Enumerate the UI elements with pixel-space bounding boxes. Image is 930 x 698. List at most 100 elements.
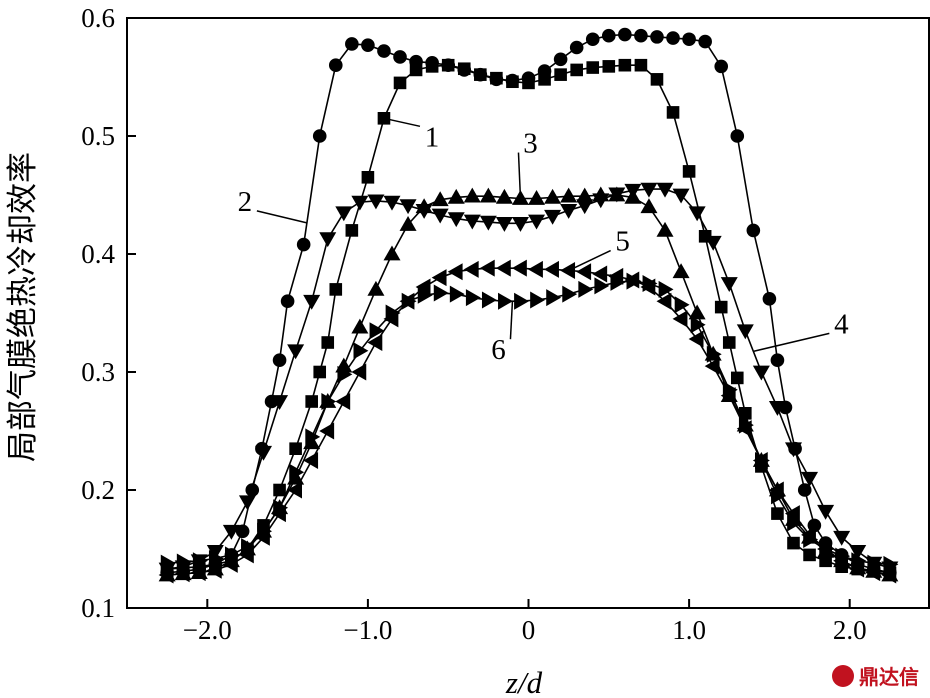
data-point-square — [570, 63, 583, 77]
annotation-leader-line — [517, 152, 522, 199]
data-point-circle — [312, 129, 327, 143]
data-point-triangle-down — [752, 365, 770, 381]
data-point-triangle-right — [706, 345, 722, 363]
data-point-triangle-left — [592, 265, 608, 283]
x-tick-label: 2.0 — [833, 615, 867, 645]
data-point-triangle-up — [560, 187, 578, 203]
x-axis-title: z/d — [505, 665, 543, 698]
data-point-triangle-down — [287, 344, 305, 360]
data-point-triangle-down — [255, 445, 273, 461]
data-point-triangle-right — [225, 546, 240, 564]
annotation-label: 6 — [491, 334, 506, 366]
data-point-circle — [245, 483, 260, 497]
annotation-label: 5 — [615, 226, 630, 258]
series-line-4 — [167, 188, 891, 570]
data-point-circle — [797, 483, 812, 497]
data-point-triangle-left — [431, 269, 447, 287]
data-point-triangle-left — [206, 561, 222, 579]
data-point-triangle-right — [883, 555, 899, 573]
data-point-triangle-right — [626, 272, 642, 290]
data-point-triangle-up — [463, 187, 481, 203]
data-point-circle — [650, 30, 664, 44]
data-point-triangle-up — [576, 187, 594, 203]
data-point-triangle-right — [337, 365, 353, 383]
data-point-square — [618, 58, 632, 72]
data-point-triangle-right — [160, 554, 176, 572]
x-tick-label: 1.0 — [672, 615, 706, 645]
data-point-triangle-left — [544, 260, 559, 278]
series-line-6 — [167, 280, 890, 566]
data-point-square — [730, 371, 744, 385]
data-point-triangle-left — [319, 422, 335, 440]
data-point-triangle-right — [273, 499, 289, 517]
data-point-triangle-down — [206, 544, 224, 560]
data-point-triangle-right — [867, 554, 883, 572]
data-point-triangle-down — [544, 209, 562, 225]
annotation-3: 3 — [517, 128, 538, 199]
data-point-circle — [489, 72, 504, 87]
data-point-triangle-down — [849, 544, 867, 560]
data-point-triangle-left — [672, 310, 688, 328]
data-point-circle — [425, 56, 439, 70]
data-point-triangle-up — [447, 188, 465, 204]
data-point-triangle-left — [576, 263, 592, 281]
data-point-triangle-left — [849, 560, 865, 578]
annotation-label: 1 — [425, 121, 440, 153]
data-point-triangle-down — [511, 216, 529, 232]
data-point-circle — [409, 54, 423, 69]
data-point-triangle-down — [463, 214, 481, 230]
data-point-circle — [473, 67, 488, 82]
data-point-triangle-left — [784, 505, 800, 523]
watermark: 鼎达信 — [832, 665, 919, 689]
data-point-triangle-down — [495, 216, 513, 232]
data-point-triangle-left — [688, 330, 704, 348]
data-point-triangle-down — [656, 182, 674, 198]
data-point-triangle-right — [176, 553, 192, 571]
data-point-square — [393, 76, 407, 90]
data-point-triangle-up — [656, 221, 674, 237]
data-point-triangle-down — [319, 232, 337, 248]
data-point-triangle-up — [688, 304, 706, 320]
data-point-triangle-right — [562, 285, 578, 303]
data-point-triangle-down — [447, 212, 465, 228]
data-point-triangle-right — [449, 285, 465, 303]
data-point-triangle-right — [690, 316, 706, 334]
annotation-4: 4 — [753, 308, 849, 353]
data-point-triangle-down — [238, 495, 256, 511]
data-point-square — [345, 224, 359, 237]
data-point-circle — [441, 58, 456, 72]
annotation-label: 3 — [523, 128, 538, 160]
data-point-triangle-right — [353, 342, 369, 360]
data-point-triangle-up — [479, 187, 497, 203]
data-point-square — [666, 106, 680, 119]
annotation-leader-line — [256, 210, 308, 224]
data-point-triangle-left — [367, 334, 383, 351]
y-tick-label: 0.6 — [81, 3, 115, 33]
data-point-circle — [345, 37, 359, 51]
data-point-triangle-down — [736, 324, 754, 340]
data-point-circle — [272, 353, 287, 368]
data-point-triangle-left — [303, 452, 319, 469]
data-point-triangle-left — [495, 259, 511, 277]
series-6 — [160, 272, 899, 573]
data-point-triangle-down — [608, 187, 626, 203]
data-point-triangle-down — [560, 203, 578, 219]
data-point-triangle-left — [447, 263, 463, 281]
watermark-text: 鼎达信 — [859, 665, 919, 689]
data-point-triangle-down — [367, 194, 385, 210]
data-point-triangle-up — [431, 191, 449, 207]
data-point-circle — [698, 34, 712, 49]
data-point-triangle-right — [369, 322, 385, 340]
data-point-square — [787, 536, 800, 550]
data-point-square — [722, 336, 736, 349]
data-point-triangle-right — [385, 304, 401, 322]
data-point-square — [602, 60, 616, 73]
data-point-circle — [746, 223, 761, 238]
data-point-triangle-right — [241, 538, 256, 556]
data-point-triangle-right — [546, 289, 562, 307]
data-point-circle — [762, 292, 777, 306]
data-point-triangle-right — [819, 540, 835, 558]
data-point-triangle-right — [321, 393, 337, 410]
data-point-triangle-left — [415, 278, 431, 296]
